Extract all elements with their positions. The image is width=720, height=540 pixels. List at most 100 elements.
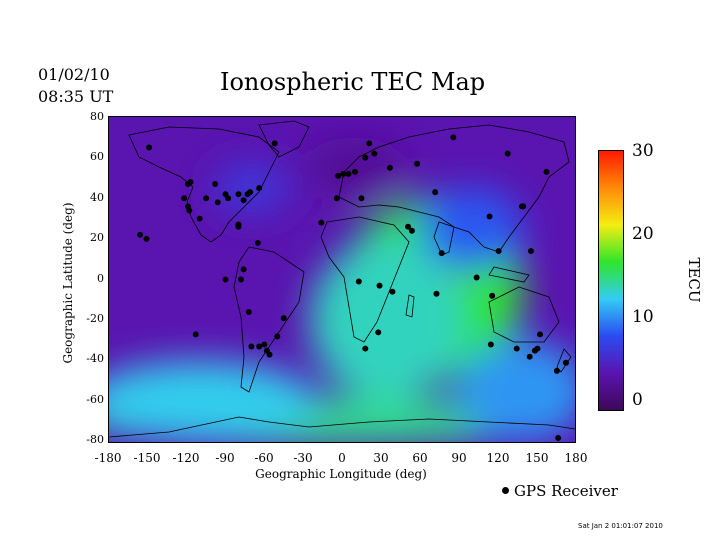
gps-receiver-point [433, 290, 440, 297]
gps-receiver-point [473, 274, 480, 281]
gps-receiver-point [450, 134, 457, 141]
gps-receiver-point [235, 191, 242, 198]
gps-receiver-point [405, 223, 412, 230]
coastline-new-zealand [556, 348, 572, 373]
gps-receiver-point [192, 331, 199, 338]
colorbar-tick-label: 30 [632, 141, 654, 161]
gps-receiver-point [486, 213, 493, 220]
gps-receiver-point [212, 181, 219, 188]
colorbar-tick-label: 0 [632, 390, 643, 410]
tec-region [109, 360, 317, 442]
x-axis-label: Geographic Longitude (deg) [255, 467, 427, 481]
gps-receiver-point [534, 345, 541, 352]
gps-receiver-point [203, 195, 210, 202]
y-tick-label: 20 [90, 231, 104, 245]
gps-receiver-point [504, 150, 511, 157]
gps-receiver-point [362, 345, 369, 352]
gps-receiver-point [184, 181, 191, 188]
gps-receiver-point [371, 150, 378, 157]
gps-receiver-point [245, 309, 252, 315]
tec-map [108, 116, 576, 443]
gps-receiver-point [186, 207, 193, 214]
x-tick-label: 150 [525, 451, 549, 465]
gps-receiver-point [271, 140, 278, 147]
tec-field [109, 137, 575, 442]
gps-receiver-point [137, 231, 144, 238]
gps-receiver-point [143, 235, 150, 242]
gps-receiver-point [222, 276, 229, 283]
gps-receiver-point [340, 170, 347, 177]
y-tick-label: -60 [86, 392, 104, 406]
gps-receiver-point [261, 341, 268, 348]
x-tick-label: -90 [215, 451, 235, 465]
y-tick-label: -20 [86, 311, 104, 325]
gps-receiver-point [238, 276, 245, 283]
gps-receiver-point [235, 223, 242, 230]
gps-receivers [137, 134, 569, 441]
gps-receiver-point [247, 189, 254, 196]
gps-receiver-point [181, 195, 188, 202]
coastline-madagascar [405, 294, 415, 318]
gps-receiver-point [351, 168, 358, 175]
time-text: 08:35 UT [38, 87, 114, 106]
gps-receiver-point [414, 160, 421, 167]
gps-receiver-point [345, 170, 352, 177]
y-tick-label: 40 [90, 190, 104, 204]
gps-receiver-point [248, 343, 255, 350]
y-tick-label: -80 [86, 433, 104, 446]
x-tick-label: 120 [486, 451, 510, 465]
tec-region [212, 163, 291, 213]
tec-region [458, 340, 575, 442]
coastline-africa [320, 216, 410, 343]
gps-receiver-point [537, 331, 544, 338]
coastline-north-america [128, 126, 280, 243]
gps-receiver-point [555, 434, 562, 441]
gps-receiver-point [489, 292, 496, 299]
x-tick-label: -30 [293, 451, 313, 465]
tec-map-plot [109, 117, 575, 442]
gps-receiver-point [438, 250, 445, 257]
gps-receiver-point [520, 203, 527, 210]
gps-receiver-point [274, 333, 281, 340]
gps-receiver-point [280, 315, 287, 322]
gps-receiver-point [562, 359, 569, 366]
gps-receiver-point [256, 185, 263, 192]
gps-receiver-point [214, 199, 221, 206]
gps-receiver-point [240, 197, 247, 204]
colorbar [598, 150, 624, 411]
gps-receiver-point [513, 345, 520, 352]
gps-receiver-point [196, 215, 203, 222]
x-tick-label: 0 [338, 451, 346, 465]
gps-receiver-point [146, 144, 153, 151]
x-tick-label: -150 [133, 451, 161, 465]
gps-receiver-point [362, 154, 369, 161]
colorbar-gradient [599, 151, 623, 410]
colorbar-unit: TECU [685, 257, 703, 303]
gps-receiver-point [543, 168, 550, 175]
gps-receiver-point [366, 140, 373, 147]
gps-receiver-point [256, 343, 263, 350]
gps-receiver-point [240, 266, 247, 273]
tec-region [309, 238, 465, 402]
tec-region [303, 137, 407, 199]
date-time: 01/02/10 08:35 UT [38, 64, 113, 108]
gps-receiver-point [527, 248, 534, 255]
legend: GPS Receiver [502, 482, 618, 500]
colorbar-tick-label: 10 [632, 307, 654, 327]
gps-receiver-point [389, 288, 396, 295]
coastline-south-america [233, 246, 305, 393]
gps-receiver-point [386, 164, 393, 171]
y-tick-label: 0 [97, 271, 104, 285]
x-tick-label: 30 [373, 451, 389, 465]
gps-receiver-point [333, 195, 340, 202]
coastline-greenland [258, 120, 310, 158]
gps-receiver-point [553, 367, 560, 374]
gps-receiver-point [266, 351, 273, 358]
footer-timestamp: Sat Jan 2 01:01:07 2010 [578, 522, 663, 530]
gps-receiver-point [358, 195, 365, 202]
y-tick-label: 80 [90, 110, 104, 123]
coastlines [109, 120, 575, 438]
x-tick-label: 180 [564, 451, 588, 465]
tec-region [419, 188, 524, 270]
coastline-india [433, 221, 455, 256]
